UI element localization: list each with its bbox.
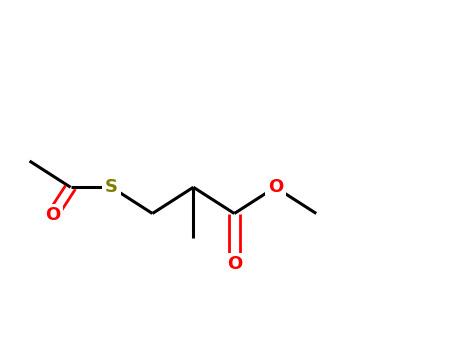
Text: S: S: [105, 178, 118, 196]
Text: O: O: [227, 255, 242, 273]
Text: O: O: [268, 178, 283, 196]
Text: O: O: [45, 206, 60, 224]
